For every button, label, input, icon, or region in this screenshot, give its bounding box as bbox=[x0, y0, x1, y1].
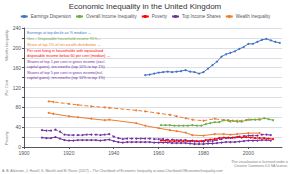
svg-text:Economic Inequality in the Uni: Economic Inequality in the United Kingdo… bbox=[69, 2, 222, 11]
svg-text:disposable income below 60 per: disposable income below 60 per cent (med… bbox=[27, 54, 111, 58]
svg-text:Wealth Inequality: Wealth Inequality bbox=[236, 14, 271, 19]
svg-text:1920: 1920 bbox=[63, 150, 74, 156]
svg-text:This visualisation is licensed: This visualisation is licensed under a bbox=[231, 159, 288, 164]
svg-text:Share of top 1% of net wealth: Share of top 1% of net wealth distributi… bbox=[27, 43, 101, 47]
svg-text:1940: 1940 bbox=[108, 150, 119, 156]
svg-text:40: 40 bbox=[15, 124, 21, 130]
svg-text:80: 80 bbox=[15, 104, 21, 110]
svg-text:Gini – Disposable household in: Gini – Disposable household income 95%→ bbox=[27, 37, 101, 41]
svg-text:2000: 2000 bbox=[243, 150, 254, 156]
svg-text:Per Cent: Per Cent bbox=[4, 79, 9, 96]
svg-text:0: 0 bbox=[18, 144, 21, 150]
svg-text:Earnings Dispersion: Earnings Dispersion bbox=[31, 14, 72, 19]
svg-text:capital gains), ten-nineths (t: capital gains), ten-nineths (top 10% to … bbox=[27, 76, 106, 80]
svg-text:A. B. Atkinson, J. Hasell, S.: A. B. Atkinson, J. Hasell, S. Morelli an… bbox=[2, 169, 223, 173]
svg-text:Shares of top 1 per cent in gr: Shares of top 1 per cent in gross income… bbox=[27, 60, 105, 64]
svg-text:1960: 1960 bbox=[153, 150, 164, 156]
svg-text:120: 120 bbox=[13, 85, 22, 91]
svg-text:240: 240 bbox=[13, 25, 22, 31]
svg-text:Per cent living in households: Per cent living in households with equiv… bbox=[27, 49, 103, 53]
svg-text:capital gains), ten-nineths (t: capital gains), ten-nineths (top 10% to … bbox=[27, 65, 106, 69]
svg-text:160: 160 bbox=[13, 65, 22, 71]
svg-text:Wealth Inequality: Wealth Inequality bbox=[4, 30, 9, 61]
svg-text:Poverty: Poverty bbox=[152, 14, 168, 19]
svg-text:Earnings at top decile as % me: Earnings at top decile as % median → bbox=[27, 31, 92, 35]
svg-text:Shares of top 5 per cent in gr: Shares of top 5 per cent in gross income… bbox=[27, 71, 103, 75]
svg-text:200: 200 bbox=[13, 45, 22, 51]
svg-text:1900: 1900 bbox=[18, 150, 29, 156]
svg-text:Creative Commons 4.0 SA licens: Creative Commons 4.0 SA license. bbox=[234, 164, 288, 168]
svg-text:Top Income Shares: Top Income Shares bbox=[182, 14, 222, 19]
svg-text:1980: 1980 bbox=[198, 150, 209, 156]
svg-text:Poverty: Poverty bbox=[4, 131, 9, 145]
svg-text:Overall Income Inequality: Overall Income Inequality bbox=[86, 14, 138, 19]
